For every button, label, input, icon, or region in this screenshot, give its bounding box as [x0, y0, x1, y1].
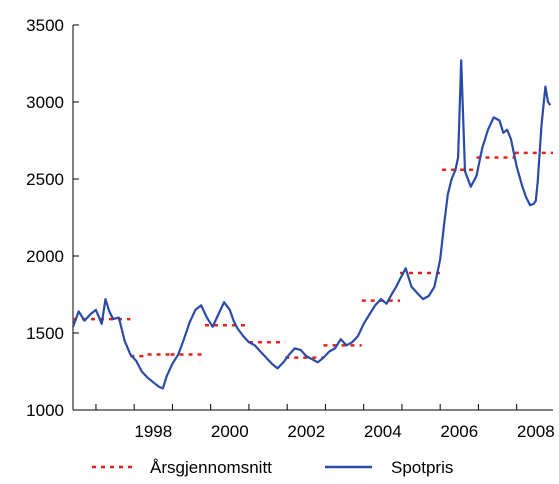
- y-tick-label: 1000: [26, 401, 64, 420]
- x-tick-label: 2002: [287, 422, 325, 441]
- x-tick-label: 2008: [517, 422, 555, 441]
- y-tick-label: 2000: [26, 247, 64, 266]
- legend-label-annual-average: Årsgjennomsnitt: [150, 458, 272, 477]
- y-tick-label: 3000: [26, 93, 64, 112]
- x-tick-label: 2006: [440, 422, 478, 441]
- annual-average-series: [73, 151, 553, 359]
- axes: [72, 25, 553, 411]
- y-tick-label: 1500: [26, 324, 64, 343]
- x-axis-ticks: 1998 2000 2002 2004 2006 2008: [95, 404, 555, 441]
- y-tick-label: 2500: [26, 170, 64, 189]
- legend-label-spot-price: Spotpris: [391, 458, 453, 477]
- legend: Årsgjennomsnitt Spotpris: [92, 458, 453, 477]
- spot-price-line: [71, 59, 552, 390]
- y-axis-ticks: 1000 1500 2000 2500 3000 3500: [26, 16, 79, 420]
- x-tick-label: 1998: [134, 422, 172, 441]
- spot-price-series: [71, 59, 552, 390]
- x-tick-label: 2000: [211, 422, 249, 441]
- x-tick-label: 2004: [364, 422, 402, 441]
- y-tick-label: 3500: [26, 16, 64, 35]
